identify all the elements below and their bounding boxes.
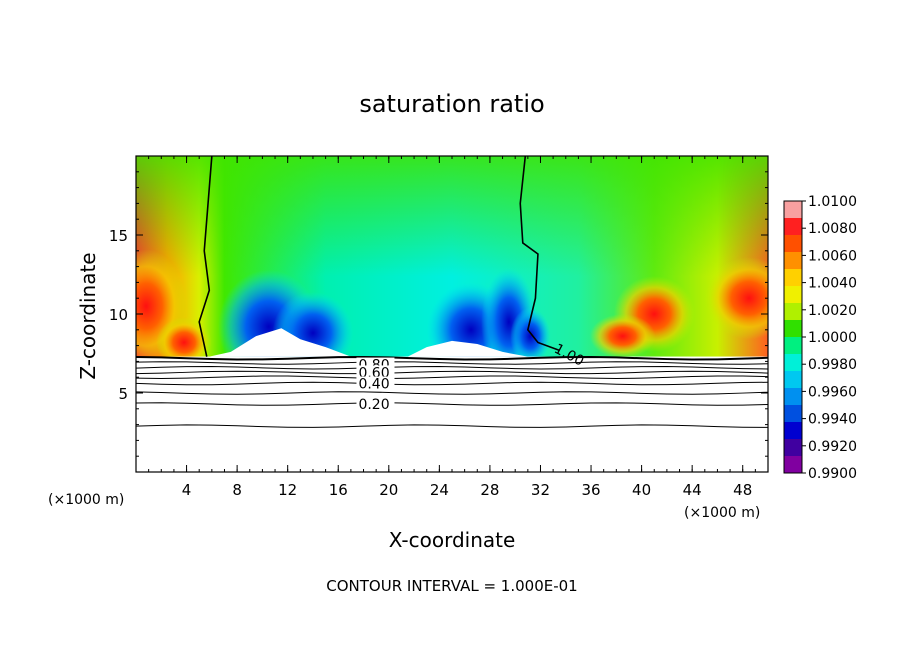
colorbar-label: 1.0060 [808, 248, 857, 264]
contour-line [136, 381, 768, 386]
colorbar-label: 0.9920 [808, 439, 857, 455]
colorbar-swatch [784, 269, 802, 287]
plot-content: 1.000.800.600.400.20 [136, 156, 768, 472]
y-tick-label: 10 [109, 306, 128, 324]
x-unit-label-right: (×1000 m) [684, 505, 760, 521]
contour-interval-note: CONTOUR INTERVAL = 1.000E-01 [326, 577, 577, 595]
x-axis-label: X-coordinate [389, 528, 516, 552]
contour-line [136, 355, 768, 361]
colorbar-swatch [784, 252, 802, 270]
supersaturated-region [589, 314, 656, 359]
y-tick-label: 15 [109, 227, 128, 245]
x-tick-label: 40 [632, 481, 651, 499]
x-unit-label-left: (×1000 m) [48, 492, 124, 508]
colorbar-label: 0.9900 [808, 466, 857, 482]
x-tick-label: 8 [232, 481, 242, 499]
colorbar-label: 1.0020 [808, 303, 857, 319]
contour-label-bg [356, 365, 395, 380]
supersaturated-region [156, 317, 212, 368]
colorbar-label: 1.0000 [808, 330, 857, 346]
colorbar-swatch [784, 405, 802, 423]
contour-label-bg [356, 376, 395, 391]
lower-region [136, 356, 768, 472]
colorbar-swatch [784, 388, 802, 406]
colorbar-label: 1.0100 [808, 194, 857, 210]
contour-label: 0.40 [358, 377, 389, 393]
colorbar: 1.0100 1.0080 1.0060 1.0040 1.0020 1.0000 0.99… [783, 194, 857, 482]
x-tick-label: 36 [581, 481, 600, 499]
terrain-bump [407, 340, 528, 357]
x-tick-label: 44 [683, 481, 702, 499]
colorbar-label: 1.0080 [808, 221, 857, 237]
plot-area: 1.000.800.600.400.20 [135, 155, 769, 473]
x-tick-label: 48 [733, 481, 752, 499]
contour-line-1.00 [198, 156, 213, 357]
y-axis-label: Z-coordinate [76, 252, 100, 379]
contour-line [136, 361, 768, 365]
colorbar-swatch [784, 337, 802, 355]
x-tick-label: 12 [278, 481, 297, 499]
contour-label-bg [356, 397, 395, 412]
colorbar-label: 1.0040 [808, 276, 857, 292]
chart-title: saturation ratio [359, 90, 544, 118]
colorbar-swatch [784, 422, 802, 440]
colorbar-swatch [784, 201, 802, 219]
x-tick-label: 28 [480, 481, 499, 499]
x-tick-label: 4 [182, 481, 192, 499]
contour-line [136, 391, 768, 395]
contour-line [136, 365, 768, 370]
contour-line [136, 370, 768, 375]
contour-line [136, 375, 768, 379]
colorbar-swatch [784, 218, 802, 236]
x-tick-label: 16 [329, 481, 348, 499]
contour-line [136, 424, 768, 428]
colorbar-swatch [784, 320, 802, 338]
x-tick-label: 24 [430, 481, 449, 499]
subsaturated-region [510, 307, 551, 365]
colorbar-swatch [784, 371, 802, 389]
terrain-bump [209, 328, 351, 357]
y-tick-label: 5 [118, 385, 128, 403]
colorbar-label: 0.9960 [808, 384, 857, 400]
x-tick-label: 32 [531, 481, 550, 499]
colorbar-swatch [784, 286, 802, 304]
colorbar-swatch [784, 456, 802, 474]
colorbar-swatch [784, 235, 802, 253]
supersaturated-region [704, 257, 768, 340]
colorbar-label: 0.9940 [808, 412, 857, 428]
colorbar-swatch [784, 303, 802, 321]
colorbar-label: 0.9980 [808, 357, 857, 373]
colorbar-swatch [784, 439, 802, 457]
contour-label: 0.20 [358, 397, 389, 413]
colorbar-swatch [784, 354, 802, 372]
contour-line-1.00 [519, 156, 560, 352]
x-tick-label: 20 [379, 481, 398, 499]
contour-line [136, 402, 768, 406]
